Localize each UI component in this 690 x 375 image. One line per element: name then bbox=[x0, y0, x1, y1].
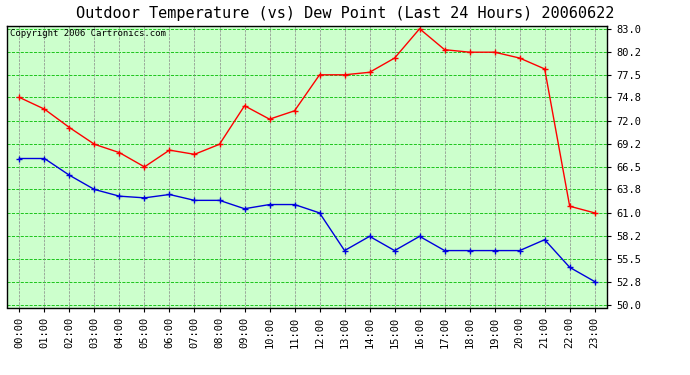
Text: Copyright 2006 Cartronics.com: Copyright 2006 Cartronics.com bbox=[10, 29, 166, 38]
Text: Outdoor Temperature (vs) Dew Point (Last 24 Hours) 20060622: Outdoor Temperature (vs) Dew Point (Last… bbox=[76, 6, 614, 21]
